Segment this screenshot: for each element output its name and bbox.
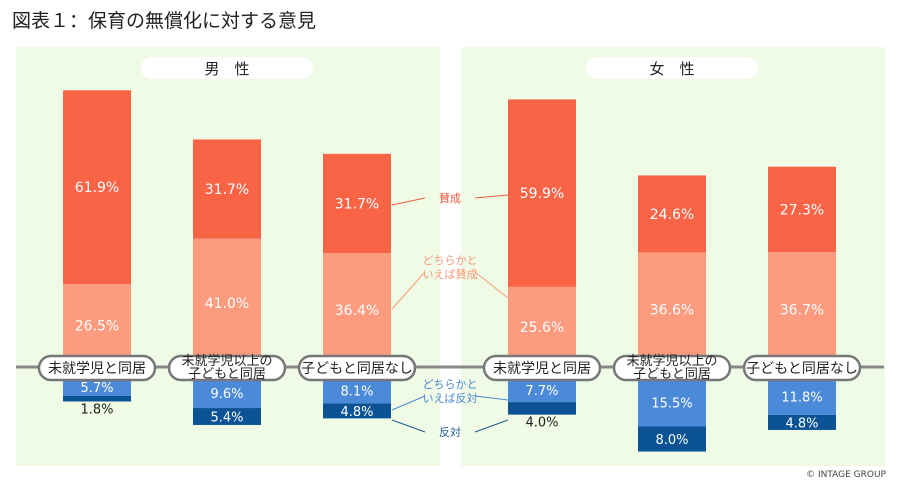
bar-segment <box>638 175 706 253</box>
bar-segment <box>768 252 836 367</box>
leader-line <box>474 271 509 299</box>
bar-segment <box>193 139 261 239</box>
category-label: 子どもと同居なし <box>746 361 858 377</box>
bar-segment <box>323 403 391 419</box>
bar-segment <box>768 378 836 415</box>
category-pill <box>167 354 287 382</box>
leader-line <box>391 419 426 433</box>
data-label: 36.4% <box>335 303 379 319</box>
data-label: 24.6% <box>650 207 694 223</box>
panel-title: 男 性 <box>204 60 249 78</box>
bar-segment <box>768 166 836 253</box>
category-label: 未就学児以上の <box>626 353 717 369</box>
data-label: 9.6% <box>210 387 243 402</box>
leader-line <box>391 197 426 206</box>
panel-header <box>586 57 758 79</box>
data-label: 26.5% <box>75 319 119 335</box>
data-label: 61.9% <box>75 180 119 196</box>
category-pill <box>612 354 732 382</box>
chart-title: 図表１：保育の無償化に対する意見 <box>12 10 317 32</box>
series-label: どちらかと <box>423 378 478 391</box>
data-label: 36.7% <box>780 303 824 319</box>
data-label: 4.8% <box>340 405 373 420</box>
data-label: 25.6% <box>520 320 564 336</box>
series-label: いえば反対 <box>423 391 478 405</box>
bar-segment <box>508 378 576 403</box>
data-label: 41.0% <box>205 296 249 312</box>
data-label: 31.7% <box>335 196 379 212</box>
category-label: 未就学児以上の <box>181 353 272 369</box>
data-label: 1.8% <box>80 402 113 417</box>
bar-segment <box>508 286 576 367</box>
data-label: 36.6% <box>650 303 694 319</box>
series-label: いえば賛成 <box>423 267 478 281</box>
series-label: 賛成 <box>439 191 461 205</box>
leader-line <box>474 419 509 433</box>
data-label: 4.8% <box>785 416 818 431</box>
data-label: 59.9% <box>520 186 564 202</box>
bar-segment <box>508 99 576 287</box>
leader-line <box>474 395 509 401</box>
bar-segment <box>193 378 261 409</box>
bar-segment <box>508 402 576 415</box>
bar-segment <box>638 426 706 452</box>
data-label: 27.3% <box>780 202 824 218</box>
category-pill <box>297 354 417 382</box>
data-label: 5.7% <box>80 381 113 396</box>
data-label: 5.4% <box>210 410 243 425</box>
bar-segment <box>63 284 131 367</box>
category-pill <box>742 354 862 382</box>
copyright: © INTAGE GROUP <box>806 470 886 480</box>
data-label: 11.8% <box>781 390 822 405</box>
leader-line <box>474 194 509 199</box>
bar-segment <box>323 378 391 404</box>
category-label: 未就学児と同居 <box>48 361 146 377</box>
bar-segment <box>63 378 131 396</box>
bar-segment <box>768 414 836 430</box>
bar-segment <box>63 90 131 285</box>
bar-segment <box>193 408 261 425</box>
bar-segment <box>323 253 391 367</box>
category-pill <box>482 354 602 382</box>
series-label: 反対 <box>439 425 461 439</box>
data-label: 8.0% <box>655 433 688 448</box>
category-pill <box>37 354 157 382</box>
bar-segment <box>323 153 391 254</box>
bar-segment <box>193 238 261 367</box>
data-label: 31.7% <box>205 182 249 198</box>
bar-segment <box>638 378 706 427</box>
data-label: 15.5% <box>651 396 692 411</box>
bar-segment <box>638 252 706 367</box>
data-label: 7.7% <box>525 384 558 399</box>
leader-line <box>391 395 426 411</box>
leader-line <box>391 271 426 310</box>
panel-header <box>141 57 313 79</box>
series-label: どちらかと <box>423 254 478 267</box>
data-label: 4.0% <box>525 416 558 431</box>
category-label: 未就学児と同居 <box>493 361 591 377</box>
panel-title: 女 性 <box>649 60 694 78</box>
category-label: 子どもと同居 <box>188 367 266 382</box>
data-label: 8.1% <box>340 385 373 400</box>
category-label: 子どもと同居 <box>633 367 711 382</box>
category-label: 子どもと同居なし <box>301 361 413 377</box>
bar-segment <box>63 395 131 402</box>
